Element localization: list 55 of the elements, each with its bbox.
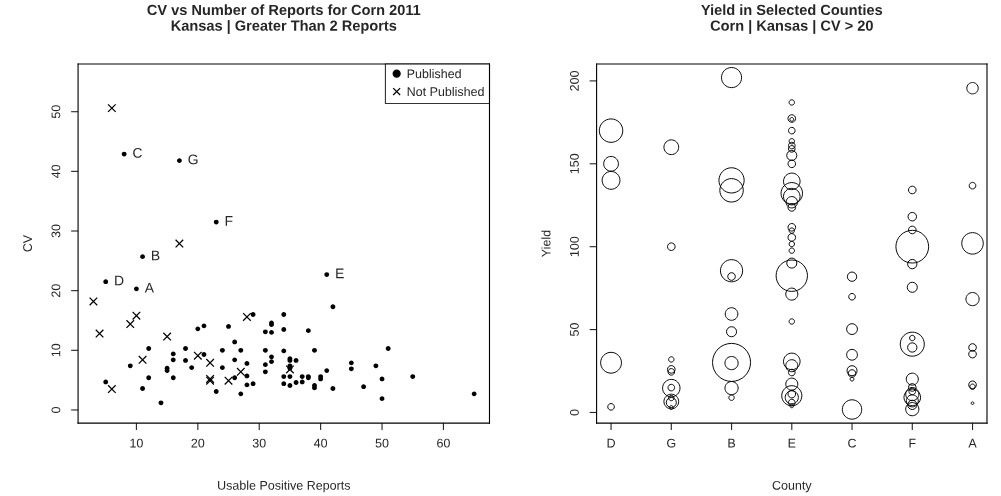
y-tick-label: 200 bbox=[570, 70, 579, 91]
y-tick-label: 40 bbox=[51, 164, 61, 179]
x-tick-label: 10 bbox=[130, 438, 143, 448]
y-axis-title: Yield bbox=[541, 230, 551, 257]
annotation: G bbox=[188, 154, 198, 165]
annotation: F bbox=[225, 216, 233, 226]
x-tick-label: C bbox=[848, 438, 857, 448]
y-tick-label: 50 bbox=[570, 323, 579, 337]
chart-subtitle: Kansas | Greater Than 2 Reports bbox=[171, 20, 397, 34]
annotation: A bbox=[144, 282, 154, 293]
annotation: D bbox=[115, 275, 124, 286]
x-tick-label: 60 bbox=[437, 438, 450, 448]
point bbox=[162, 332, 172, 342]
y-tick-label: 10 bbox=[51, 343, 61, 357]
point bbox=[107, 103, 117, 113]
point bbox=[224, 376, 233, 386]
y-tick-label: 0 bbox=[51, 406, 61, 413]
y-axis-title: CV bbox=[23, 234, 33, 252]
y-tick-label: 30 bbox=[51, 224, 61, 238]
y-tick-label: 0 bbox=[570, 409, 579, 416]
point bbox=[236, 367, 246, 377]
x-axis-title: County bbox=[772, 480, 812, 493]
x-axis-title: Usable Positive Reports bbox=[218, 480, 351, 493]
y-tick-label: 20 bbox=[51, 284, 61, 297]
point bbox=[95, 329, 104, 339]
x-tick-label: F bbox=[909, 438, 916, 448]
x-tick-label: D bbox=[607, 438, 615, 448]
chart-title: Yield in Selected Counties bbox=[701, 4, 883, 16]
x-tick-label: 40 bbox=[313, 438, 328, 448]
point bbox=[193, 351, 203, 361]
legend-label: Not Published bbox=[407, 86, 484, 97]
annotation: E bbox=[336, 268, 344, 279]
point bbox=[138, 355, 147, 365]
x-tick-label: E bbox=[788, 438, 796, 448]
point bbox=[174, 239, 184, 248]
x-tick-label: 50 bbox=[375, 438, 389, 448]
point bbox=[107, 384, 117, 394]
x-tick-label: B bbox=[728, 438, 736, 448]
point bbox=[131, 311, 141, 321]
x-tick-label: 20 bbox=[191, 438, 205, 448]
y-tick-label: 150 bbox=[570, 153, 579, 174]
chart-subtitle: Corn | Kansas | CV > 20 bbox=[710, 20, 873, 34]
y-tick-label: 100 bbox=[570, 236, 579, 257]
x-tick-label: 30 bbox=[252, 438, 266, 448]
x-tick-label: G bbox=[667, 438, 676, 448]
chart-title: CV vs Number of Reports for Corn 2011 bbox=[147, 4, 421, 18]
point bbox=[125, 319, 135, 329]
x-tick-label: A bbox=[968, 438, 977, 448]
legend-label: Published bbox=[407, 68, 461, 79]
point bbox=[205, 358, 215, 368]
annotation: B bbox=[152, 250, 160, 261]
annotation: C bbox=[133, 147, 142, 158]
point bbox=[242, 312, 252, 322]
y-tick-label: 50 bbox=[51, 105, 61, 119]
point bbox=[89, 296, 98, 306]
